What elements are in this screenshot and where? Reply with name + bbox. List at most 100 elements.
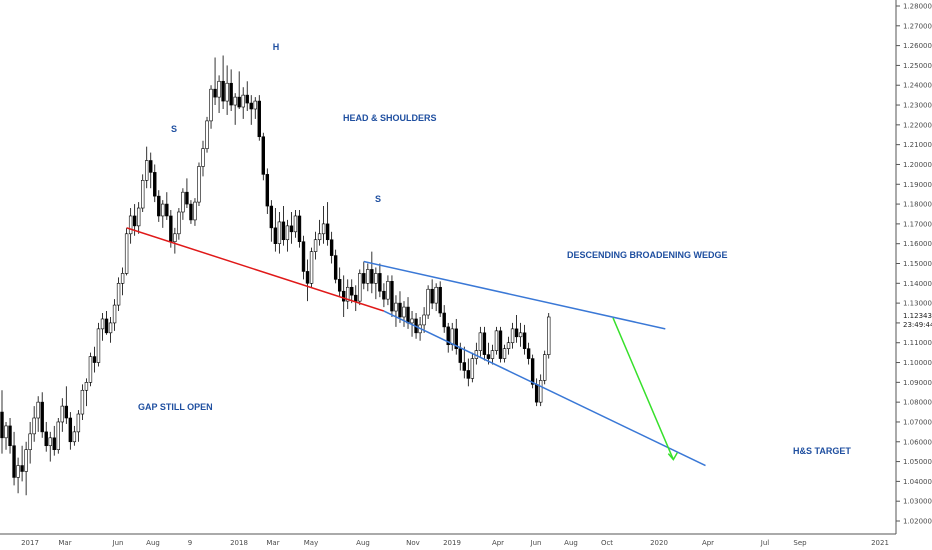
candle [68,412,73,450]
candle [374,267,378,300]
candle [285,219,290,252]
candle [80,384,85,420]
candle [434,283,438,312]
candle-body [394,302,398,312]
price-tick-label: 1.28000 [903,3,932,11]
candle-body [390,281,394,312]
candle [277,212,282,254]
time-tick-label: Mar [266,539,279,547]
candle-body [104,318,109,334]
head-label: H [273,42,280,52]
time-tick-label: Oct [601,539,613,547]
candle-body [366,269,370,284]
candle-body [241,94,245,108]
candle-body [518,332,523,338]
candle [161,200,165,228]
candle-body [398,302,402,318]
price-tick-label: 1.06000 [903,438,932,446]
candle-body [526,348,531,359]
candle-body [128,215,133,235]
time-tick-label: Nov [406,539,420,547]
time-tick-label: Jul [760,539,770,547]
candle-body [350,286,354,296]
candle [213,57,217,106]
candle-body [149,160,153,173]
wedge-lower-line[interactable] [383,310,706,467]
candle-body [466,370,471,379]
candle-body [309,251,314,284]
candle-body [402,306,406,318]
candle [301,235,306,280]
candle-body [225,82,229,102]
candle-body [217,80,221,98]
candle [325,202,330,246]
neckline-line[interactable] [126,227,385,312]
candle [100,313,105,341]
candle-body [16,465,20,478]
candle-body [193,201,197,221]
candle-body [358,273,362,302]
candle-body [337,279,342,292]
candle [337,267,342,298]
time-tick-label: Aug [564,539,578,547]
candles [0,55,551,496]
candle-body [201,148,205,167]
candle-body [229,82,233,106]
candle [490,344,495,365]
price-tick-label: 1.26000 [903,42,932,50]
candle [398,291,402,323]
candle [96,322,101,367]
projection-line[interactable] [612,317,675,460]
candle-body [542,354,547,381]
price-tick-label: 1.25000 [903,62,932,70]
candle [56,418,60,454]
candle-body [100,318,105,330]
candle [297,210,302,248]
price-tick-label: 1.11000 [903,339,932,347]
candle [249,95,253,125]
candle [265,168,270,214]
candle-body [181,191,185,213]
candle-body [169,215,173,243]
candle-body [197,166,201,203]
candle [430,279,434,310]
candle-body [446,326,450,346]
countdown-label: 23:49:44 [903,321,932,329]
candle [221,55,225,109]
wedge-upper-line[interactable] [363,260,666,330]
candle [269,200,274,242]
candle-body [189,203,193,221]
candle [538,374,543,407]
candle-body [56,421,60,450]
wedge-label: DESCENDING BROADENING WEDGE [567,250,728,260]
candle [165,192,169,220]
candle [378,263,382,298]
candle [60,398,65,432]
candle-body [165,203,169,217]
candle-body [478,332,483,351]
candle [145,146,149,189]
candle [181,188,185,220]
candle [28,421,32,464]
candle-body [426,288,430,316]
time-axis[interactable]: 2017 Mar Jun Aug 9 2018 Mar May Aug Nov 2019 Apr Jun… [21,539,889,547]
candle-body [374,273,378,284]
candle-body [502,348,507,359]
candle [0,390,4,454]
candle [177,208,181,240]
candle-body [257,100,261,138]
price-axis[interactable]: 1.28000 1.27000 1.26000 1.25000 1.24000 1.230… [896,3,932,526]
candle [261,132,265,181]
candle-body [36,401,40,419]
candle [317,219,322,246]
candle-body [305,271,310,284]
candle-body [382,290,386,300]
candle-body [145,160,149,181]
time-tick-label: 2020 [650,539,668,547]
left-shoulder-label: S [171,124,177,134]
candle [422,307,426,333]
candle-body [64,405,69,419]
candle [16,457,20,494]
candle [305,259,310,302]
